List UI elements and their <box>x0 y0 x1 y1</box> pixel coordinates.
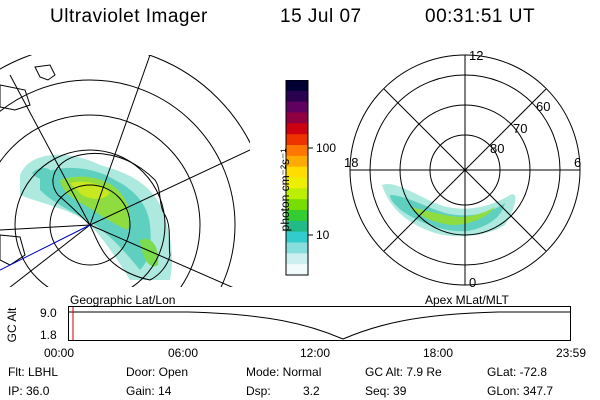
geo-panel-label: Geographic Lat/Lon <box>70 293 176 307</box>
ip-info: IP: 36.0 <box>8 384 50 398</box>
colorbar-segment <box>286 123 308 135</box>
glon-info: GLon: 347.7 <box>487 384 554 398</box>
altitude-ylabel: GC Alt <box>5 307 19 343</box>
seq-info: Seq: 39 <box>365 384 407 398</box>
altitude-xtick-0000: 00:00 <box>44 346 75 360</box>
colorbar-segment <box>286 112 308 124</box>
colorbar-segment <box>286 199 308 211</box>
colorbar-segment <box>286 80 308 92</box>
colorbar-segment <box>286 188 308 200</box>
polar-panel-label: Apex MLat/MLT <box>425 293 509 307</box>
lat-label-60: 60 <box>536 99 550 114</box>
colorbar-segment <box>286 253 308 265</box>
filter-info: Flt: LBHL <box>8 365 59 379</box>
colorbar-segment <box>286 90 308 103</box>
altitude-xtick-1800: 18:00 <box>423 346 454 360</box>
gain-info: Gain: 14 <box>126 384 172 398</box>
altitude-ytick-max: 9.0 <box>40 306 57 320</box>
mlt-label-12: 12 <box>469 48 483 63</box>
lat-label-80: 80 <box>490 141 504 156</box>
colorbar-segment <box>286 177 308 189</box>
colorbar-unit-label: photon cm⁻²s⁻¹ <box>278 148 292 232</box>
colorbar <box>285 80 313 276</box>
instrument-title: Ultraviolet Imager <box>50 6 208 27</box>
polar-aurora <box>382 184 516 237</box>
glat-info: GLat: -72.8 <box>487 365 548 379</box>
dsp-value: 3.2 <box>303 384 320 398</box>
geographic-map <box>0 55 250 287</box>
colorbar-segment <box>286 145 308 157</box>
geo-aurora <box>20 154 172 280</box>
altitude-plot <box>68 306 571 341</box>
colorbar-segment <box>286 220 308 233</box>
mlt-label-18: 18 <box>344 155 358 170</box>
mlt-label-6: 6 <box>574 155 581 170</box>
altitude-xtick-0600: 06:00 <box>168 346 199 360</box>
colorbar-segment <box>286 210 308 222</box>
colorbar-segment <box>286 231 308 243</box>
mode-info: Mode: Normal <box>246 365 322 379</box>
colorbar-segment <box>286 264 308 276</box>
altitude-ytick-min: 1.8 <box>40 328 57 342</box>
altitude-xtick-1200: 12:00 <box>300 346 331 360</box>
coastline <box>52 152 171 281</box>
polar-plot: 12 18 6 0 60 70 80 <box>344 48 581 290</box>
colorbar-segment <box>286 242 308 254</box>
colorbar-segment <box>286 101 308 113</box>
dsp-label: Dsp: <box>246 384 271 398</box>
colorbar-segment <box>286 134 308 146</box>
mlt-label-0: 0 <box>469 275 476 290</box>
date-label: 15 Jul 07 <box>280 6 362 27</box>
colorbar-segment <box>286 166 308 178</box>
altitude-xtick-2359: 23:59 <box>556 346 587 360</box>
lat-label-70: 70 <box>513 121 527 136</box>
colorbar-tick-100: 100 <box>316 141 337 155</box>
door-info: Door: Open <box>126 365 189 379</box>
colorbar-tick-10: 10 <box>316 228 330 242</box>
colorbar-segment <box>286 155 308 168</box>
gc-alt-info: GC Alt: 7.9 Re <box>365 365 442 379</box>
time-label: 00:31:51 UT <box>425 6 536 27</box>
